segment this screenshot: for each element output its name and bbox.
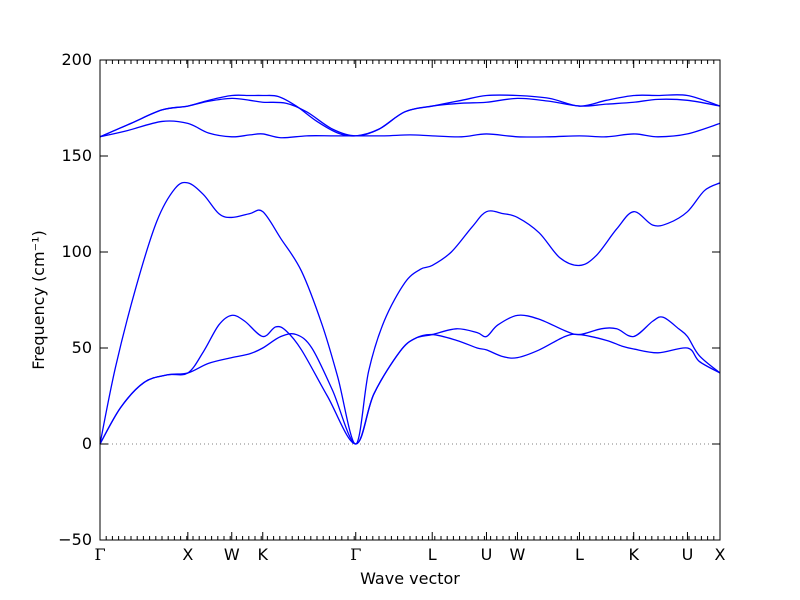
y-tick-label: −50: [58, 530, 92, 549]
y-tick-label: 0: [82, 434, 92, 453]
series-line-6: [99, 94, 721, 138]
series-line-4: [99, 120, 721, 139]
y-tick-label: 50: [72, 338, 92, 357]
plot-frame: [99, 59, 721, 541]
x-tick-label: U: [481, 545, 493, 564]
x-tick-label: L: [575, 545, 584, 564]
y-tick-label: 150: [61, 146, 92, 165]
y-tick-label: 200: [61, 50, 92, 69]
x-tick-label: X: [715, 545, 726, 564]
y-tick-labels: −50 0 50 100 150 200: [58, 50, 92, 549]
x-tick-label: U: [682, 545, 694, 564]
x-tick-label: Γ: [350, 545, 361, 564]
x-tick-label: K: [628, 545, 639, 564]
axis-ticks: [99, 59, 721, 541]
x-tick-label: K: [258, 545, 269, 564]
series-line-2: [99, 314, 721, 445]
x-tick-label: W: [224, 545, 240, 564]
y-axis-label: Frequency (cm⁻¹): [29, 230, 48, 369]
series-line-3: [99, 181, 721, 445]
series-line-1: [99, 333, 721, 445]
series-lines: [99, 94, 721, 445]
x-tick-label: L: [428, 545, 437, 564]
x-axis-label: Wave vector: [360, 569, 460, 588]
x-tick-label: X: [182, 545, 193, 564]
x-tick-label: Γ: [94, 545, 105, 564]
y-tick-label: 100: [61, 242, 92, 261]
x-tick-label: W: [510, 545, 526, 564]
